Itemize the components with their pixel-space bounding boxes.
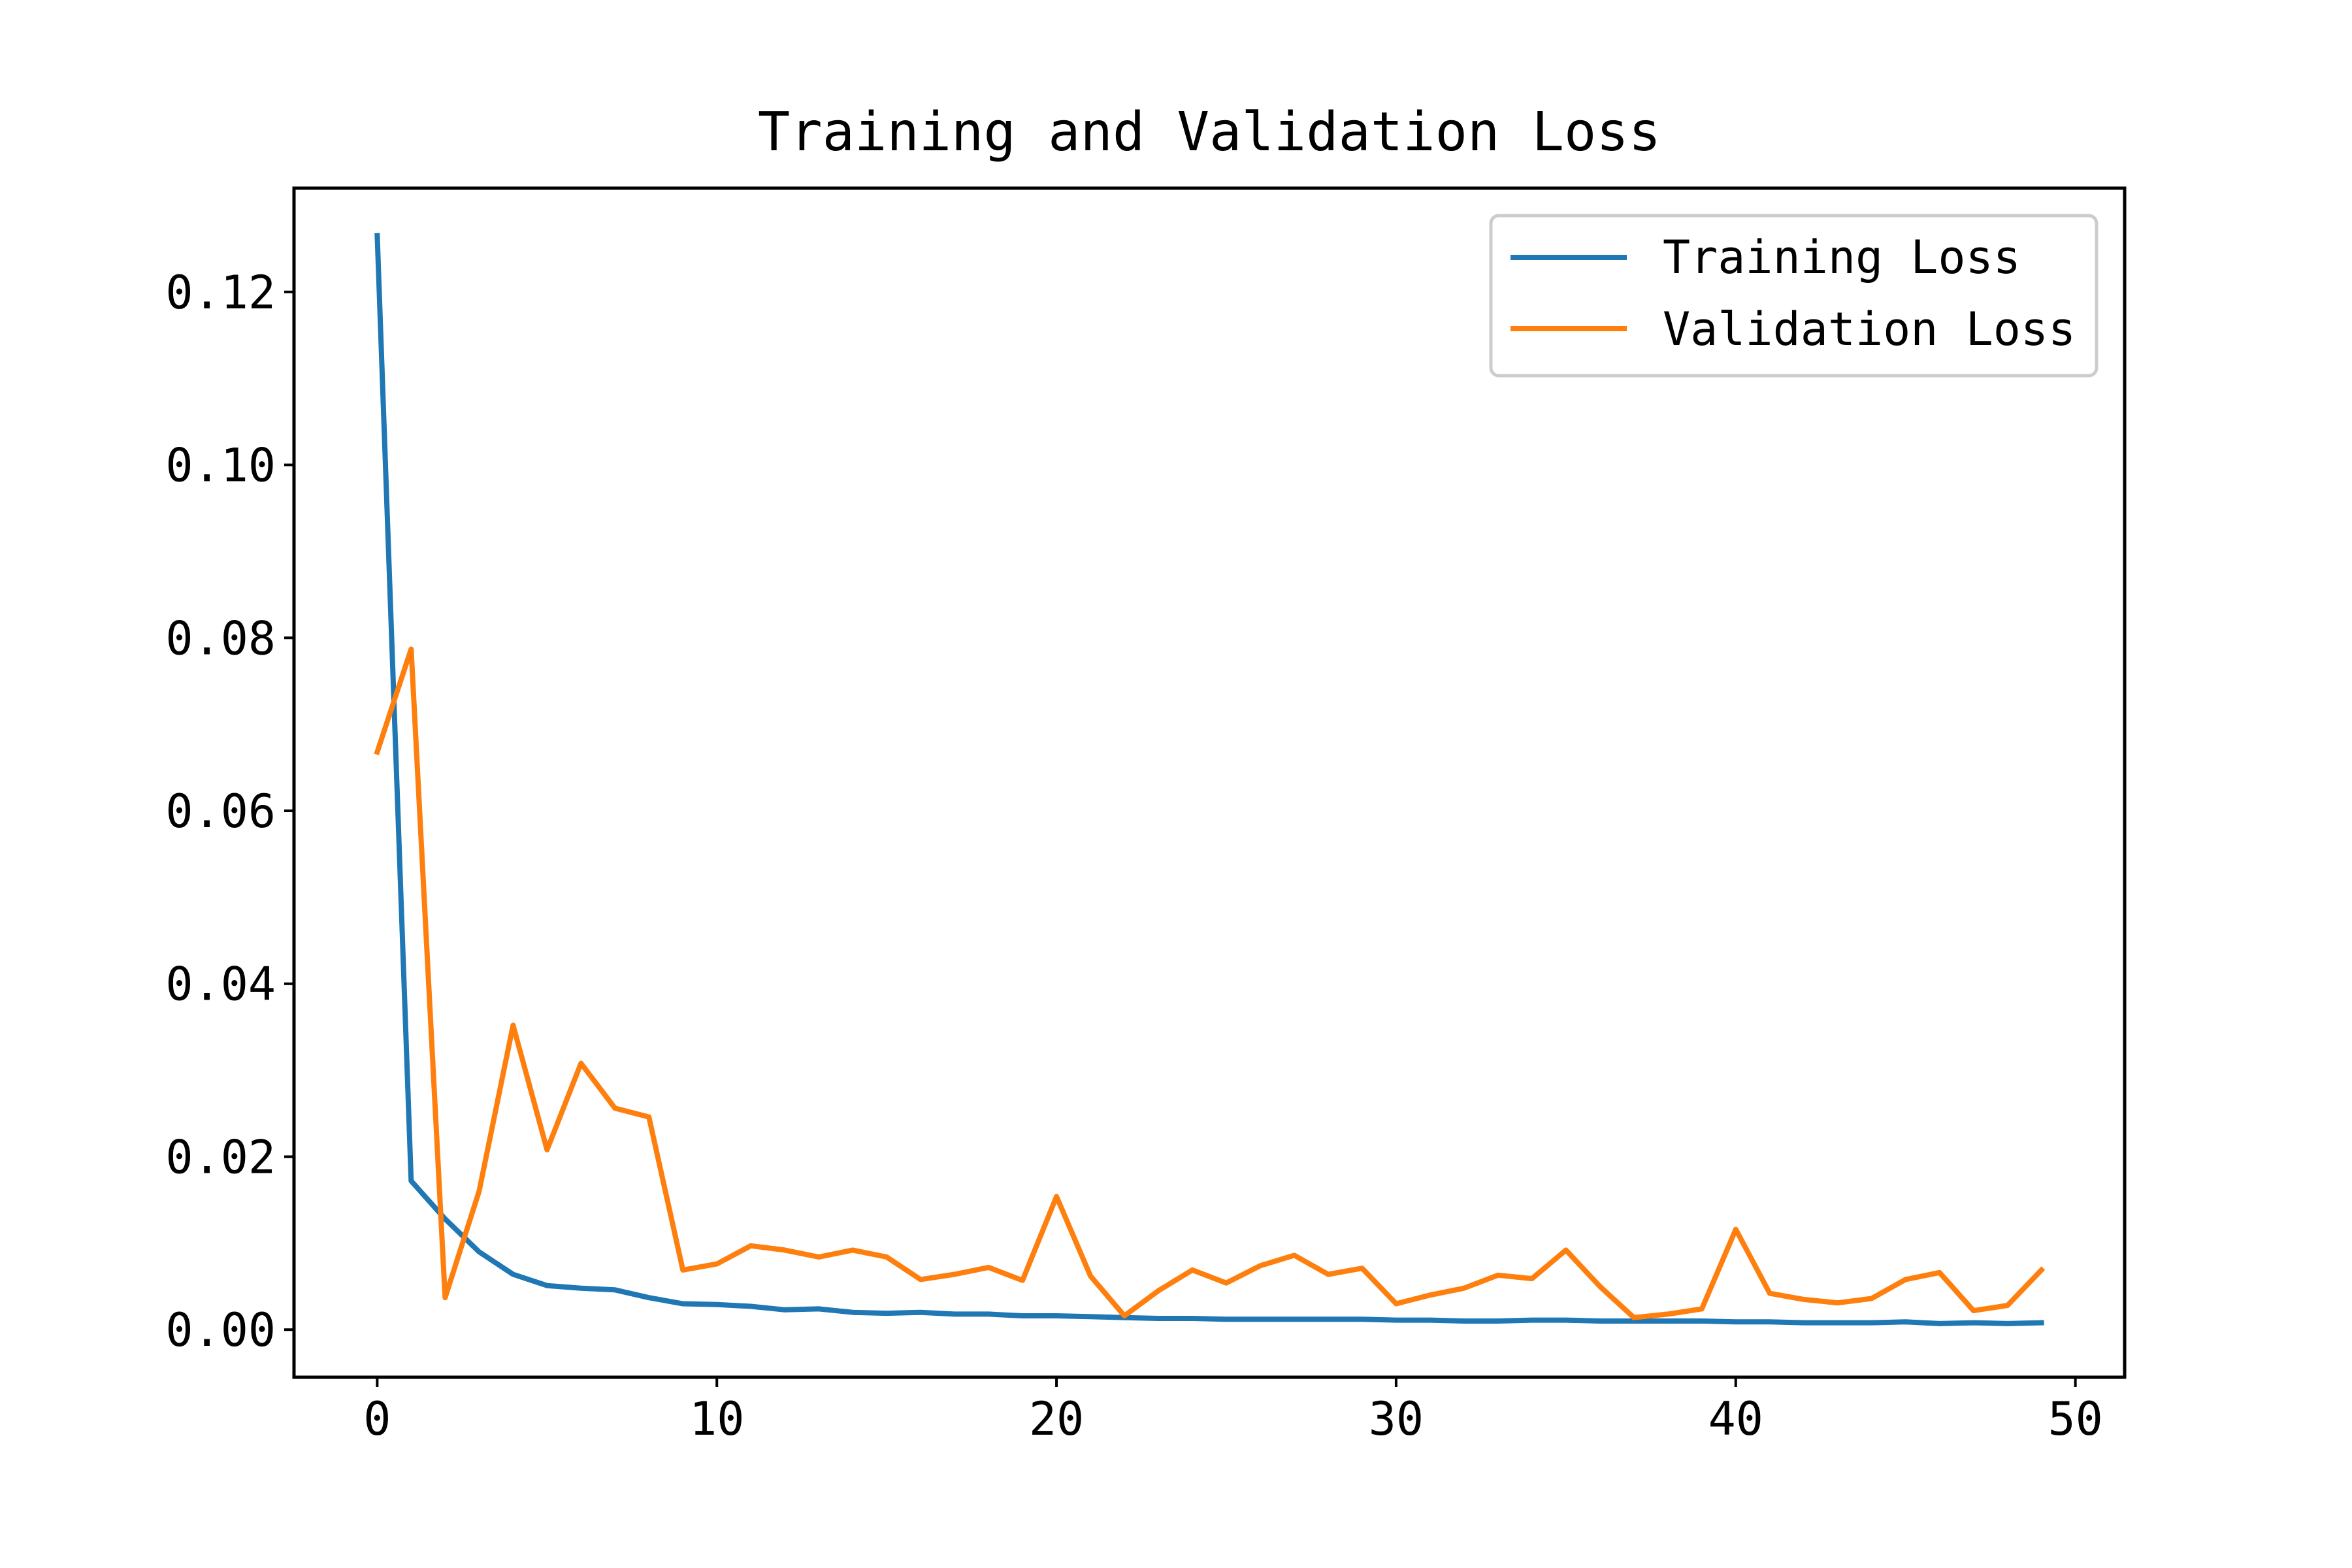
- plot-frame: [292, 186, 2127, 1379]
- chart-title: Training and Validation Loss: [758, 101, 1661, 163]
- y-tick-label: 0.08: [165, 612, 276, 665]
- x-tick-label: 10: [689, 1392, 744, 1446]
- legend-label-validation: Validation Loss: [1663, 302, 2076, 356]
- x-tick-label: 40: [1708, 1392, 1763, 1446]
- y-tick-label: 0.02: [165, 1130, 276, 1184]
- training-loss-line: [374, 233, 2044, 1326]
- x-tick-label: 0: [363, 1392, 391, 1446]
- plot-series: [374, 233, 2046, 1326]
- y-tick-label: 0.00: [165, 1303, 276, 1357]
- x-axis: 0 10 20 30 40 50: [363, 1377, 2103, 1446]
- y-tick-label: 0.10: [165, 439, 276, 493]
- x-tick-label: 30: [1369, 1392, 1424, 1446]
- legend-box: [1489, 214, 2099, 378]
- legend: Training Loss Validation Loss: [1489, 214, 2099, 378]
- x-tick-label: 50: [2048, 1392, 2102, 1446]
- legend-label-training: Training Loss: [1663, 231, 2021, 284]
- y-axis: 0.00 0.02 0.04 0.06 0.08 0.10 0.12: [165, 266, 294, 1357]
- validation-loss-line: [374, 646, 2046, 1320]
- y-tick-label: 0.06: [165, 785, 276, 838]
- x-tick-label: 20: [1029, 1392, 1084, 1446]
- y-tick-label: 0.04: [165, 958, 276, 1011]
- y-tick-label: 0.12: [165, 266, 276, 319]
